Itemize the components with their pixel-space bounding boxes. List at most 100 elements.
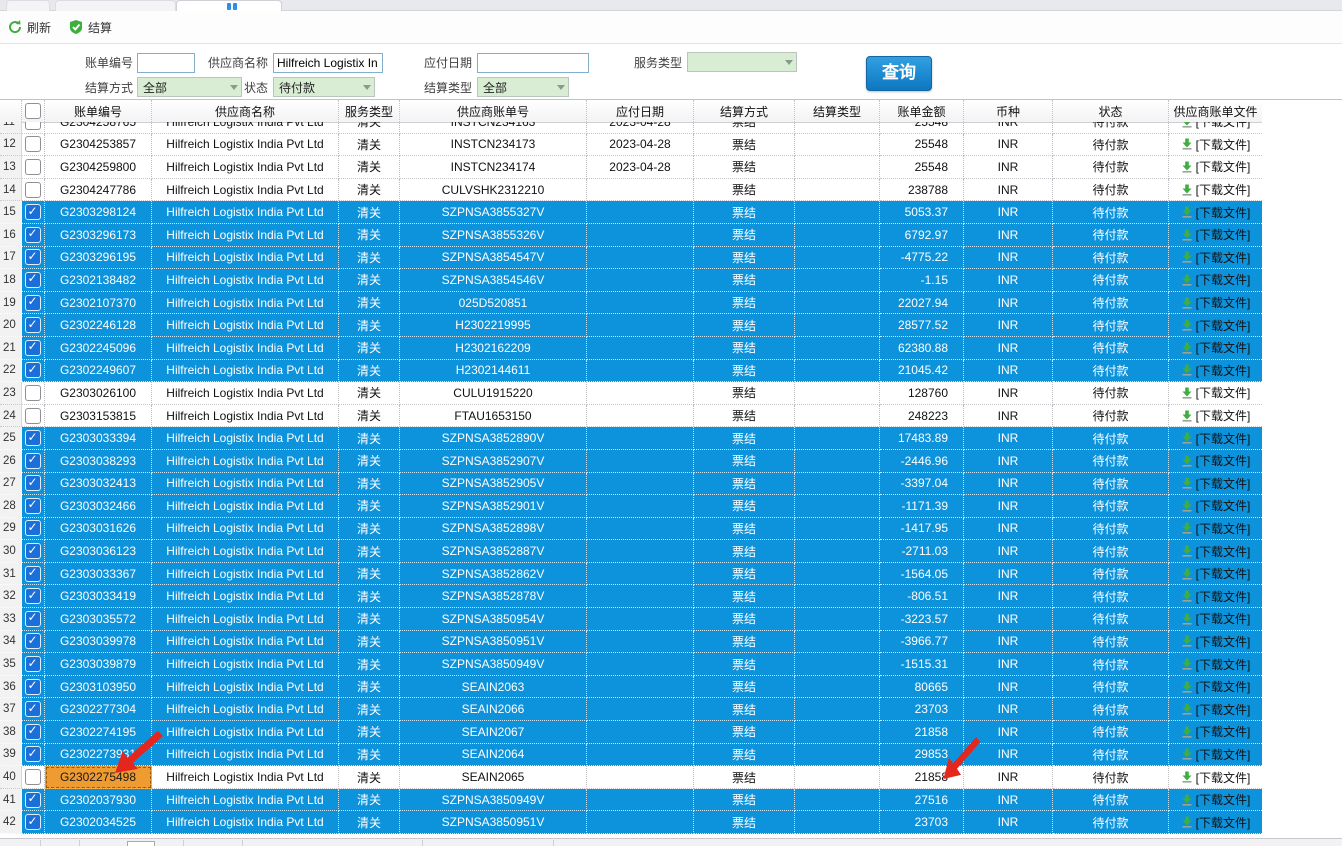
row-checkbox[interactable] [25,122,41,130]
download-file-link[interactable]: [下载文件] [1181,769,1250,786]
due-date-input[interactable] [477,53,589,73]
browser-tab[interactable] [6,0,50,11]
table-row[interactable]: 23 G2303026100 Hilfreich Logistix India … [0,382,1262,405]
header-supplier-bill-no[interactable]: 供应商账单号 [400,100,587,122]
cell-checkbox[interactable] [22,246,45,270]
row-checkbox[interactable] [25,769,41,786]
row-checkbox[interactable] [25,565,41,582]
header-settle-method[interactable]: 结算方式 [694,100,795,122]
table-row[interactable]: 28 G2303032466 Hilfreich Logistix India … [0,495,1262,518]
table-row[interactable]: 41 G2302037930 Hilfreich Logistix India … [0,788,1262,812]
row-checkbox[interactable] [25,294,41,311]
download-file-link[interactable]: [下载文件] [1181,475,1250,492]
pager-bar[interactable] [0,838,1342,846]
cell-checkbox[interactable] [22,743,45,767]
cell-checkbox[interactable] [22,382,45,405]
cell-checkbox[interactable] [22,811,45,834]
row-checkbox[interactable] [25,814,41,831]
table-row[interactable]: 37 G2302277304 Hilfreich Logistix India … [0,698,1262,722]
table-row[interactable]: 20 G2302246128 Hilfreich Logistix India … [0,314,1262,337]
settle-method-select[interactable]: 全部 [137,77,242,97]
header-due-date[interactable]: 应付日期 [587,100,694,122]
row-checkbox[interactable] [25,407,41,424]
cell-checkbox[interactable] [22,449,45,473]
header-amount[interactable]: 账单金额 [880,100,964,122]
cell-checkbox[interactable] [22,472,45,496]
cell-checkbox[interactable] [22,404,45,428]
table-row[interactable]: 22 G2302249607 Hilfreich Logistix India … [0,359,1262,383]
row-checkbox[interactable] [25,452,41,469]
row-checkbox[interactable] [25,656,41,673]
download-file-link[interactable]: [下载文件] [1181,452,1250,469]
table-row[interactable]: 36 G2303103950 Hilfreich Logistix India … [0,675,1262,699]
row-checkbox[interactable] [25,723,41,740]
row-checkbox[interactable] [25,633,41,650]
download-file-link[interactable]: [下载文件] [1181,543,1250,560]
row-checkbox[interactable] [25,204,41,221]
row-checkbox[interactable] [25,317,41,334]
header-currency[interactable]: 币种 [964,100,1053,122]
cell-checkbox[interactable] [22,495,45,518]
cell-checkbox[interactable] [22,223,45,247]
cell-checkbox[interactable] [22,133,45,157]
table-row[interactable]: 30 G2303036123 Hilfreich Logistix India … [0,540,1262,563]
download-file-link[interactable]: [下载文件] [1181,317,1250,334]
download-file-link[interactable]: [下载文件] [1181,791,1250,808]
download-file-link[interactable]: [下载文件] [1181,384,1250,401]
row-checkbox[interactable] [25,362,41,379]
row-checkbox[interactable] [25,158,41,175]
download-file-link[interactable]: [下载文件] [1181,226,1250,243]
cell-checkbox[interactable] [22,721,45,744]
row-checkbox[interactable] [25,610,41,627]
cell-checkbox[interactable] [22,630,45,654]
download-file-link[interactable]: [下载文件] [1181,610,1250,627]
download-file-link[interactable]: [下载文件] [1181,136,1250,153]
row-checkbox[interactable] [25,701,41,718]
cell-checkbox[interactable] [22,788,45,812]
download-file-link[interactable]: [下载文件] [1181,678,1250,695]
table-row[interactable]: 40 G2302275498 Hilfreich Logistix India … [0,766,1262,789]
cell-checkbox[interactable] [22,427,45,450]
cell-checkbox[interactable] [22,608,45,631]
browser-tab[interactable] [55,0,176,11]
page-number-input[interactable] [127,841,155,846]
header-status[interactable]: 状态 [1053,100,1169,122]
table-row[interactable]: 18 G2302138482 Hilfreich Logistix India … [0,269,1262,292]
cell-checkbox[interactable] [22,653,45,676]
cell-checkbox[interactable] [22,675,45,699]
table-row[interactable]: 26 G2303038293 Hilfreich Logistix India … [0,449,1262,473]
table-row[interactable]: 12 G2304253857 Hilfreich Logistix India … [0,133,1262,157]
table-row[interactable]: 25 G2303033394 Hilfreich Logistix India … [0,427,1262,450]
table-row[interactable]: 31 G2303033367 Hilfreich Logistix India … [0,562,1262,586]
row-checkbox[interactable] [25,271,41,288]
refresh-button[interactable]: 刷新 [8,19,51,36]
table-row[interactable]: 29 G2303031626 Hilfreich Logistix India … [0,517,1262,541]
table-row[interactable]: 11 G2304258765 Hilfreich Logistix India … [0,122,1262,134]
cell-checkbox[interactable] [22,336,45,360]
row-checkbox[interactable] [25,136,41,153]
header-supplier-bill-file[interactable]: 供应商账单文件 [1173,104,1258,119]
download-file-link[interactable]: [下载文件] [1181,520,1250,537]
cell-checkbox[interactable] [22,314,45,337]
status-select[interactable]: 待付款 [273,77,375,97]
table-row[interactable]: 38 G2302274195 Hilfreich Logistix India … [0,721,1262,744]
download-file-link[interactable]: [下载文件] [1181,339,1250,356]
header-supplier[interactable]: 供应商名称 [152,100,339,122]
row-checkbox[interactable] [25,520,41,537]
download-file-link[interactable]: [下载文件] [1181,271,1250,288]
download-file-link[interactable]: [下载文件] [1181,294,1250,311]
download-file-link[interactable]: [下载文件] [1181,656,1250,673]
row-checkbox[interactable] [25,678,41,695]
download-file-link[interactable]: [下载文件] [1181,249,1250,266]
row-checkbox[interactable] [25,475,41,492]
download-file-link[interactable]: [下载文件] [1181,723,1250,740]
table-row[interactable]: 17 G2303296195 Hilfreich Logistix India … [0,246,1262,270]
row-checkbox[interactable] [25,339,41,356]
cell-checkbox[interactable] [22,291,45,315]
download-file-link[interactable]: [下载文件] [1181,565,1250,582]
row-checkbox[interactable] [25,746,41,763]
download-file-link[interactable]: [下载文件] [1181,701,1250,718]
cell-checkbox[interactable] [22,766,45,789]
cell-checkbox[interactable] [22,156,45,179]
table-row[interactable]: 15 G2303298124 Hilfreich Logistix India … [0,201,1262,224]
